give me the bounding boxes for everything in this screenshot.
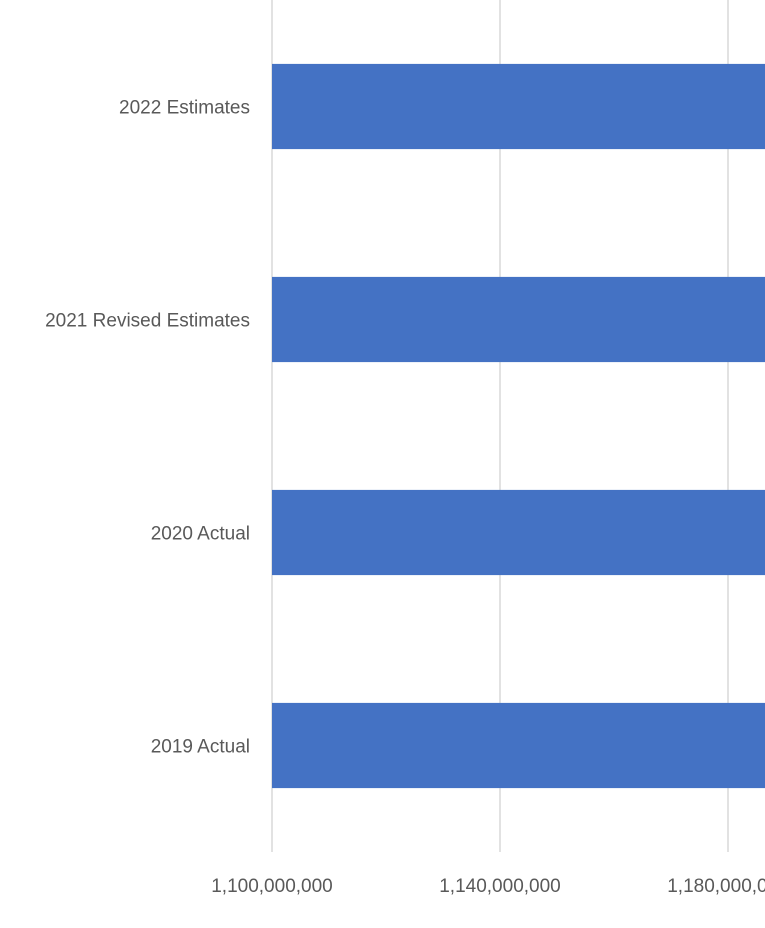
category-labels: 2022 Estimates 2021 Revised Estimates 2020… (45, 98, 250, 758)
x-tick-label: 1,180,000,000 (667, 876, 765, 897)
bars (272, 63, 765, 789)
category-label: 2021 Revised Estimates (45, 311, 250, 332)
category-label: 2020 Actual (151, 524, 250, 545)
bar-series-1 (272, 702, 765, 789)
x-axis-tick-labels: 1,100,000,000 1,140,000,000 1,180,000,000 (211, 876, 765, 897)
bar-series-1 (272, 63, 765, 150)
category-label: 2019 Actual (151, 737, 250, 758)
bar-series-1 (272, 276, 765, 363)
x-tick-label: 1,100,000,000 (211, 876, 333, 897)
bar-series-1 (272, 489, 765, 576)
x-tick-label: 1,140,000,000 (439, 876, 561, 897)
category-label: 2022 Estimates (119, 98, 250, 119)
